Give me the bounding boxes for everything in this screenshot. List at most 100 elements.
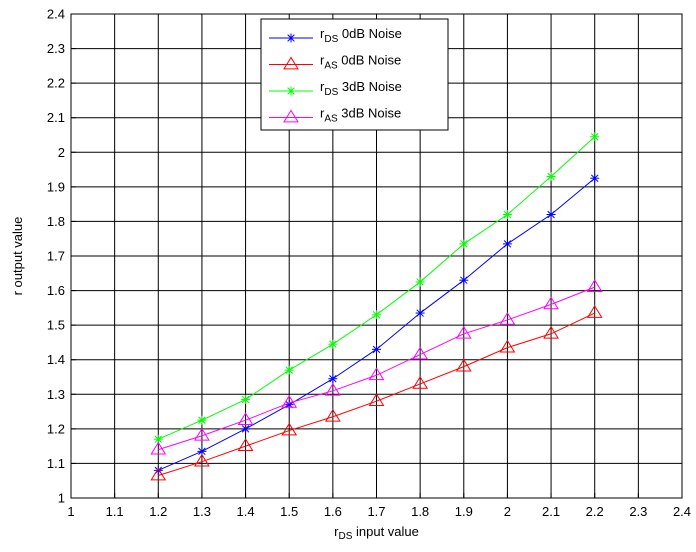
x-tick-label: 1.5 xyxy=(280,504,298,519)
legend-label-rest: 3dB Noise xyxy=(338,79,402,94)
legend-item: rAS 3dB Noise xyxy=(269,106,401,125)
data-point xyxy=(590,132,600,142)
data-point xyxy=(459,275,469,285)
legend-label: rAS 0dB Noise xyxy=(320,53,401,72)
legend-label-sub: DS xyxy=(324,87,338,98)
series-line xyxy=(158,312,595,477)
x-tick-label: 1.2 xyxy=(149,504,167,519)
data-point xyxy=(328,374,338,384)
y-axis-title: r output value xyxy=(10,217,25,296)
legend-label-rest: 3dB Noise xyxy=(338,106,402,121)
data-point xyxy=(237,412,254,426)
x-tick-label: 2.1 xyxy=(542,504,560,519)
x-tick-label: 2.4 xyxy=(673,504,691,519)
y-tick-label: 1.1 xyxy=(47,456,65,471)
legend-item: rDS 0dB Noise xyxy=(269,26,402,45)
data-point xyxy=(590,173,600,183)
y-tick-label: 2.4 xyxy=(47,7,65,22)
y-tick-label: 1.9 xyxy=(47,179,65,194)
series-group xyxy=(150,132,603,481)
data-point xyxy=(197,415,207,425)
x-axis-ticks: 1 1.1 1.2 1.3 1.4 1.5 1.6 1.7 1.8 1.9 2 2.1 2.2 2.3 2.… xyxy=(67,493,691,519)
data-point xyxy=(324,382,341,396)
data-point xyxy=(499,312,516,325)
data-point xyxy=(372,344,381,354)
legend-label-main: r xyxy=(320,106,325,121)
data-point xyxy=(546,171,556,181)
y-tick-label: 1.7 xyxy=(47,249,65,264)
data-point xyxy=(502,210,512,220)
y-tick-label: 2 xyxy=(58,145,65,160)
legend-label: rDS 0dB Noise xyxy=(320,26,402,45)
data-point xyxy=(150,441,167,455)
data-point xyxy=(281,422,298,436)
legend-label-main: r xyxy=(320,79,325,94)
legend-label-main: r xyxy=(320,53,325,68)
x-axis-title-rest: input value xyxy=(352,524,419,539)
y-tick-label: 1.3 xyxy=(47,387,65,402)
legend-item: rDS 3dB Noise xyxy=(269,79,402,98)
x-axis-title-sub: DS xyxy=(338,531,352,542)
x-tick-label: 1.6 xyxy=(324,504,342,519)
legend-marker xyxy=(283,109,299,123)
x-axis-title-main: r xyxy=(334,524,339,539)
data-point xyxy=(194,427,210,441)
data-point xyxy=(284,365,294,375)
legend-marker xyxy=(286,33,296,43)
data-point xyxy=(546,210,556,220)
legend-label: rDS 3dB Noise xyxy=(320,79,402,98)
legend-label-rest: 0dB Noise xyxy=(338,26,402,41)
data-point xyxy=(455,358,472,372)
legend-label-sub: DS xyxy=(324,34,338,45)
y-tick-label: 1.2 xyxy=(47,421,65,436)
y-tick-label: 1.6 xyxy=(47,283,65,298)
data-point xyxy=(412,346,429,360)
data-point xyxy=(459,239,469,249)
y-axis-ticks: 1 1.1 1.2 1.3 1.4 1.5 1.6 1.7 1.8 1.9 2 2.1 2.2 2.3 2.… xyxy=(47,7,76,506)
data-point xyxy=(324,408,341,422)
legend-label: rAS 3dB Noise xyxy=(320,106,401,125)
x-tick-label: 1 xyxy=(67,504,74,519)
data-point xyxy=(368,367,385,381)
x-tick-label: 1.9 xyxy=(455,504,473,519)
series-1 xyxy=(150,305,603,481)
data-point xyxy=(455,325,472,339)
data-point xyxy=(415,308,425,318)
data-point xyxy=(150,467,167,481)
legend-label-sub: AS xyxy=(324,114,338,125)
data-point xyxy=(412,375,429,389)
legend-marker xyxy=(283,56,299,70)
y-tick-label: 2.3 xyxy=(47,41,65,56)
legend-label-sub: AS xyxy=(324,61,338,72)
series-0 xyxy=(153,173,600,475)
y-tick-label: 1 xyxy=(58,491,65,506)
data-point xyxy=(499,339,516,353)
data-point xyxy=(241,424,251,434)
data-point xyxy=(586,279,603,292)
x-tick-label: 2.2 xyxy=(586,504,604,519)
data-point xyxy=(237,438,254,451)
legend-label-rest: 0dB Noise xyxy=(338,53,402,68)
data-point xyxy=(281,394,298,408)
y-tick-label: 1.8 xyxy=(47,214,65,229)
series-line xyxy=(158,286,595,451)
series-2 xyxy=(153,132,600,444)
data-point xyxy=(415,277,425,287)
data-point xyxy=(372,310,381,320)
y-tick-label: 1.5 xyxy=(47,318,65,333)
y-tick-label: 2.2 xyxy=(47,76,65,91)
legend-marker xyxy=(286,86,296,96)
y-tick-label: 1.4 xyxy=(47,352,65,367)
data-point xyxy=(328,339,338,349)
series-3 xyxy=(150,279,603,455)
x-tick-label: 1.4 xyxy=(237,504,255,519)
y-tick-label: 2.1 xyxy=(47,110,65,125)
data-point xyxy=(368,393,385,407)
x-tick-label: 1.8 xyxy=(411,504,429,519)
x-tick-label: 2 xyxy=(504,504,511,519)
data-point xyxy=(543,296,559,310)
x-tick-label: 1.7 xyxy=(367,504,385,519)
data-point xyxy=(586,305,603,318)
